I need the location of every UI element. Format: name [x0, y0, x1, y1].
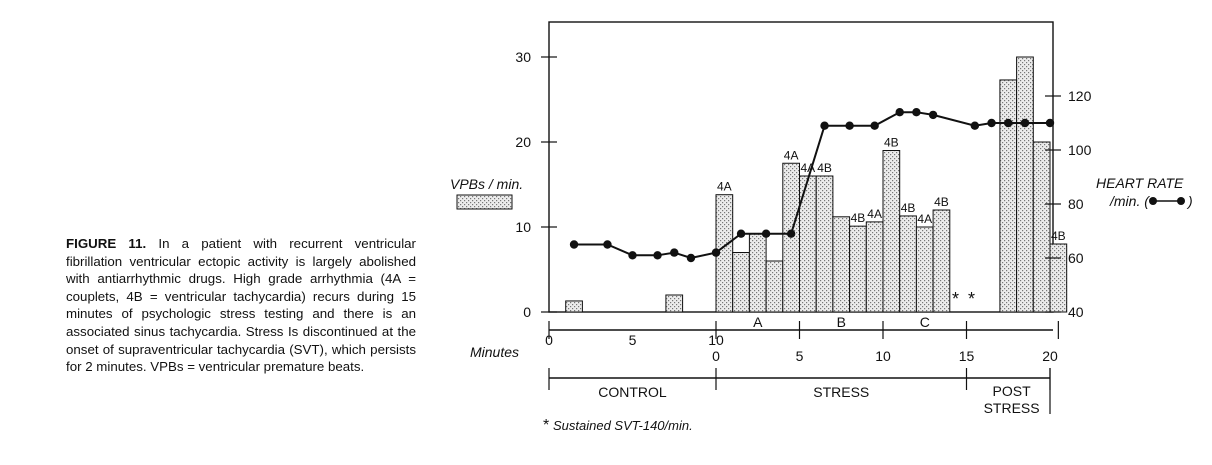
heart-rate-point-7	[736, 229, 746, 238]
heart-rate-point-17	[987, 118, 996, 128]
heart-rate-point-0	[569, 240, 579, 249]
left-axis-label: VPBs / min.	[450, 176, 523, 192]
heart-rate-point-1	[603, 240, 612, 249]
heart-rate-point-15	[928, 110, 938, 120]
vpb-bar-0	[565, 300, 583, 313]
svt-marker-2: *	[968, 289, 975, 309]
vpb-bar-11	[865, 221, 884, 313]
heart-rate-point-14	[912, 108, 921, 117]
right-tick-label-2: 80	[1068, 196, 1084, 212]
right-tick-label-1: 60	[1068, 250, 1084, 266]
segment-label-1: B	[837, 314, 846, 330]
vpb-bar-10	[849, 225, 867, 313]
left-axis: 0 10 20 30	[515, 49, 557, 320]
heart-rate-point-5	[686, 253, 696, 263]
right-axis-label-line2: /min. (	[1109, 193, 1150, 209]
bar-label-13: 4B	[901, 201, 916, 215]
vpb-bar-4	[748, 233, 767, 313]
legend-marker-right	[1177, 197, 1185, 205]
bar-label-8: 4B	[817, 161, 832, 175]
segment-ticks	[548, 321, 1059, 339]
figure-caption-text: In a patient with recurrent ventricular …	[66, 236, 416, 375]
heart-rate-point-20	[1045, 118, 1055, 128]
vpb-bar-15	[932, 209, 951, 313]
heart-rate-points	[569, 108, 1055, 263]
vpb-legend-swatch	[456, 194, 513, 210]
bar-label-15: 4B	[934, 195, 949, 209]
vpb-bar-12	[882, 150, 901, 313]
bar-label-10: 4B	[851, 211, 866, 225]
left-tick-label-3: 30	[515, 49, 531, 65]
left-tick-label-2: 20	[515, 134, 531, 150]
vpb-bar-17	[1016, 56, 1034, 313]
vpb-bar-16	[999, 79, 1018, 313]
svt-marker-1: *	[952, 289, 959, 309]
left-tick-label-0: 0	[523, 304, 531, 320]
control-minute-1: 5	[629, 332, 637, 348]
heart-rate-point-4	[670, 248, 679, 257]
bar-label-2: 4A	[717, 180, 732, 194]
heart-rate-point-10	[820, 121, 829, 130]
legend-marker-left	[1149, 197, 1157, 205]
heart-rate-point-2	[628, 251, 637, 260]
figure-label: FIGURE 11.	[66, 236, 147, 251]
vpb-bars	[565, 56, 1068, 313]
control-minute-0: 0	[545, 332, 553, 348]
right-axis: 40 60 80 100 120	[1045, 88, 1092, 320]
bar-label-6: 4A	[784, 148, 799, 162]
segment-labels: A B C	[753, 314, 930, 330]
segment-label-2: C	[920, 314, 930, 330]
minute-3: 15	[959, 348, 975, 364]
right-tick-label-3: 100	[1068, 142, 1092, 158]
heart-rate-point-3	[653, 251, 662, 260]
bar-label-11: 4A	[867, 207, 882, 221]
phase-label-stress: STRESS	[813, 384, 869, 400]
phase-label-post: POST	[993, 383, 1032, 399]
footnote: Sustained SVT-140/min.	[553, 418, 693, 433]
vpb-bar-18	[1032, 141, 1051, 313]
right-tick-label-4: 120	[1068, 88, 1092, 104]
footnote-mark: *	[543, 417, 549, 434]
vpb-bar-13	[899, 215, 917, 313]
phase-label-post-stress: STRESS	[984, 400, 1040, 416]
heart-rate-point-11	[845, 121, 854, 130]
heart-rate-point-8	[761, 229, 771, 238]
vpb-bar-19	[1049, 243, 1068, 313]
left-tick-label-1: 10	[515, 219, 531, 235]
vpb-bar-1	[665, 294, 684, 313]
heart-rate-point-9	[786, 229, 796, 238]
heart-rate-point-12	[870, 121, 879, 130]
vpb-bar-5	[765, 260, 784, 313]
vpb-bar-14	[915, 226, 934, 313]
bar-label-12: 4B	[884, 136, 899, 150]
heart-rate-point-19	[1020, 118, 1030, 128]
right-axis-label-close: )	[1186, 193, 1193, 209]
minute-2: 10	[875, 348, 891, 364]
minute-1: 5	[796, 348, 804, 364]
segment-label-0: A	[753, 314, 763, 330]
x-axis-label: Minutes	[470, 344, 519, 360]
control-minute-2: 10	[708, 332, 724, 348]
bar-label-14: 4A	[917, 212, 932, 226]
vpb-bar-9	[832, 216, 851, 313]
bar-label-19: 4B	[1051, 229, 1066, 243]
minute-0: 0	[712, 348, 720, 364]
heart-rate-point-6	[711, 248, 721, 257]
minute-labels: 0 5 100 5 10 15 20	[545, 332, 1058, 364]
right-tick-label-0: 40	[1068, 304, 1084, 320]
heart-rate-point-16	[970, 121, 980, 130]
figure-caption: FIGURE 11. In a patient with recurrent v…	[66, 235, 416, 376]
phase-ticks	[548, 368, 1051, 414]
phase-label-control: CONTROL	[598, 384, 667, 400]
vpb-bar-8	[815, 175, 834, 313]
heart-rate-point-18	[1004, 118, 1013, 128]
heart-rate-point-13	[895, 108, 904, 117]
minute-4: 20	[1042, 348, 1058, 364]
right-axis-label-line1: HEART RATE	[1096, 175, 1184, 191]
vpb-bar-3	[732, 252, 750, 313]
